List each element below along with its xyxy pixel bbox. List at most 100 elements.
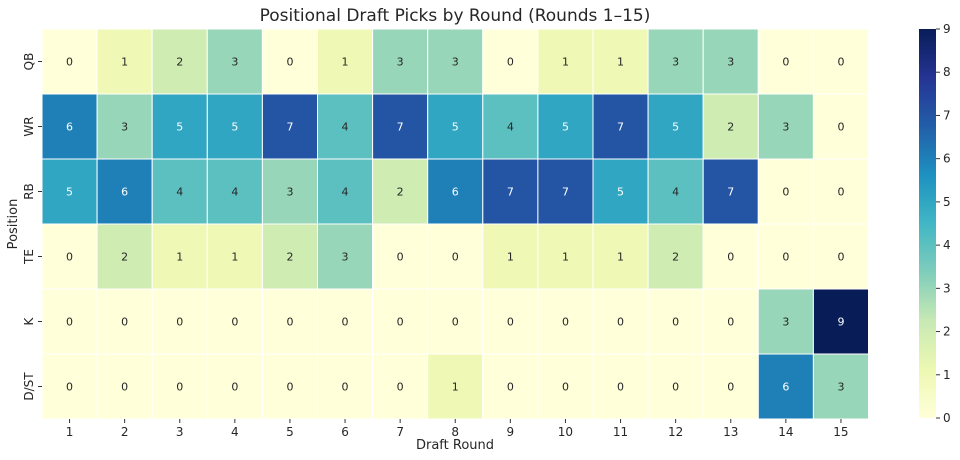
colorbar-tick-label: 2 xyxy=(943,325,951,339)
cell-value-label: 0 xyxy=(617,381,624,394)
heatmap-cell xyxy=(757,223,814,290)
cell-value-label: 0 xyxy=(782,56,789,69)
cell-value-label: 5 xyxy=(617,186,624,199)
cell-value-label: 3 xyxy=(672,56,679,69)
y-tick-label: TE xyxy=(22,249,36,265)
cell-value-label: 6 xyxy=(782,381,789,394)
x-tick-label: 11 xyxy=(613,425,628,439)
heatmap-cell xyxy=(647,28,704,95)
cell-value-label: 3 xyxy=(121,121,128,134)
cell-value-label: 0 xyxy=(121,381,128,394)
heatmap-cell xyxy=(206,288,263,355)
cell-value-label: 6 xyxy=(66,121,73,134)
x-tick-label: 12 xyxy=(668,425,683,439)
cell-value-label: 3 xyxy=(837,381,844,394)
heatmap-cell xyxy=(757,28,814,95)
heatmap-cell xyxy=(427,353,484,420)
cell-value-label: 0 xyxy=(507,381,514,394)
cell-value-label: 4 xyxy=(231,186,238,199)
y-tick-label: RB xyxy=(22,183,36,200)
cell-value-label: 0 xyxy=(397,381,404,394)
heatmap-cell xyxy=(537,288,594,355)
cell-value-label: 0 xyxy=(782,251,789,264)
heatmap-cell xyxy=(592,223,649,290)
heatmap-cell xyxy=(537,223,594,290)
x-tick-label: 1 xyxy=(66,425,74,439)
cell-value-label: 0 xyxy=(837,121,844,134)
heatmap-cell xyxy=(482,158,539,225)
heatmap-cell xyxy=(482,353,539,420)
heatmap-cell xyxy=(647,93,704,160)
cell-value-label: 3 xyxy=(782,121,789,134)
x-tick-label: 13 xyxy=(723,425,738,439)
heatmap-cell xyxy=(647,353,704,420)
cell-value-label: 2 xyxy=(121,251,128,264)
cell-value-label: 0 xyxy=(837,56,844,69)
cell-value-label: 0 xyxy=(397,316,404,329)
cell-value-label: 0 xyxy=(672,316,679,329)
cell-value-label: 2 xyxy=(397,186,404,199)
y-axis-ticks: QB WR RB TE K D/ST xyxy=(22,53,42,401)
x-tick-label: 6 xyxy=(341,425,349,439)
y-tick-label: QB xyxy=(22,53,36,71)
y-tick-label: K xyxy=(22,316,36,325)
cell-value-label: 4 xyxy=(672,186,679,199)
heatmap-cell xyxy=(206,93,263,160)
x-tick-label: 2 xyxy=(121,425,129,439)
cell-value-label: 4 xyxy=(342,186,349,199)
cell-value-label: 0 xyxy=(562,316,569,329)
cell-value-label: 1 xyxy=(562,251,569,264)
cell-value-label: 5 xyxy=(176,121,183,134)
cell-value-label: 0 xyxy=(837,186,844,199)
cell-value-label: 0 xyxy=(342,381,349,394)
heatmap-cell xyxy=(41,28,98,95)
heatmap-cell xyxy=(702,353,759,420)
y-tick-label: WR xyxy=(22,116,36,136)
cell-value-label: 0 xyxy=(176,316,183,329)
cell-value-label: 0 xyxy=(837,251,844,264)
heatmap-cell xyxy=(151,93,208,160)
heatmap-cell xyxy=(427,93,484,160)
colorbar-tick-label: 7 xyxy=(943,108,951,122)
heatmap-cell xyxy=(812,353,870,420)
heatmap-cell xyxy=(41,158,98,225)
cell-value-label: 0 xyxy=(782,186,789,199)
heatmap-cell xyxy=(41,353,98,420)
cell-value-label: 2 xyxy=(672,251,679,264)
x-tick-label: 4 xyxy=(231,425,239,439)
y-tick-label: D/ST xyxy=(22,372,36,401)
heatmap-cell xyxy=(151,223,208,290)
cell-value-label: 7 xyxy=(397,121,404,134)
cell-value-label: 2 xyxy=(727,121,734,134)
cell-value-label: 4 xyxy=(176,186,183,199)
cell-value-label: 0 xyxy=(121,316,128,329)
heatmap-cell xyxy=(757,93,814,160)
heatmap-cell xyxy=(372,353,429,420)
heatmap-cell xyxy=(151,353,208,420)
cell-value-label: 0 xyxy=(231,381,238,394)
colorbar-tick-label: 3 xyxy=(943,281,951,295)
cell-value-label: 1 xyxy=(452,381,459,394)
cell-value-label: 5 xyxy=(231,121,238,134)
x-tick-label: 5 xyxy=(286,425,294,439)
cell-value-label: 0 xyxy=(397,251,404,264)
cell-value-label: 6 xyxy=(452,186,459,199)
cell-value-label: 3 xyxy=(727,56,734,69)
cell-value-label: 0 xyxy=(66,316,73,329)
cell-value-label: 1 xyxy=(231,251,238,264)
cell-value-label: 4 xyxy=(342,121,349,134)
heatmap-cell xyxy=(206,223,263,290)
cell-value-label: 5 xyxy=(672,121,679,134)
x-tick-label: 14 xyxy=(778,425,793,439)
x-tick-label: 8 xyxy=(451,425,459,439)
cell-value-label: 3 xyxy=(342,251,349,264)
cell-value-label: 6 xyxy=(121,186,128,199)
heatmap-cell xyxy=(317,288,374,355)
cell-value-label: 3 xyxy=(286,186,293,199)
cell-value-label: 7 xyxy=(617,121,624,134)
heatmap-cell xyxy=(206,353,263,420)
x-axis-label: Draft Round xyxy=(416,438,494,453)
heatmap-cell xyxy=(317,93,374,160)
cell-value-label: 1 xyxy=(617,251,624,264)
